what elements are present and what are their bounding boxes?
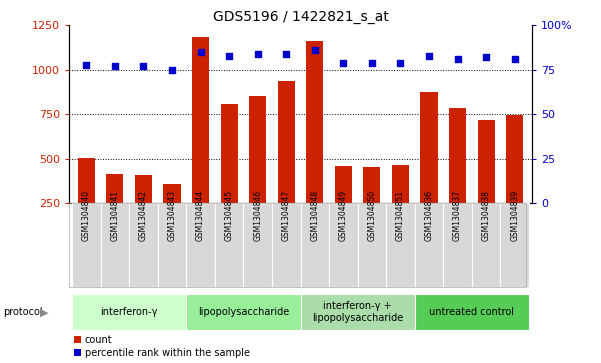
- Point: [167, 67, 177, 73]
- Text: GSM1304844: GSM1304844: [196, 190, 205, 241]
- Bar: [415, 203, 444, 287]
- Bar: [329, 203, 358, 287]
- Bar: [392, 165, 409, 248]
- Text: GSM1304838: GSM1304838: [481, 190, 490, 241]
- Bar: [106, 174, 123, 248]
- Text: untreated control: untreated control: [429, 307, 514, 317]
- Point: [424, 53, 434, 58]
- Text: GSM1304841: GSM1304841: [111, 190, 120, 241]
- Bar: [249, 96, 266, 248]
- Bar: [100, 203, 129, 287]
- Bar: [135, 175, 152, 248]
- Text: GSM1304843: GSM1304843: [168, 190, 177, 241]
- Text: protocol: protocol: [3, 307, 43, 317]
- Text: GSM1304837: GSM1304837: [453, 190, 462, 241]
- Point: [281, 51, 291, 57]
- Point: [224, 53, 234, 58]
- Point: [310, 48, 320, 53]
- Bar: [421, 92, 438, 248]
- Bar: [129, 203, 157, 287]
- Text: ▶: ▶: [40, 307, 49, 317]
- Text: GSM1304845: GSM1304845: [225, 190, 234, 241]
- Text: interferon-γ +
lipopolysaccharide: interferon-γ + lipopolysaccharide: [312, 301, 403, 323]
- Bar: [272, 203, 300, 287]
- Bar: [300, 294, 415, 330]
- Title: GDS5196 / 1422821_s_at: GDS5196 / 1422821_s_at: [213, 11, 388, 24]
- Point: [82, 62, 91, 68]
- Bar: [415, 294, 529, 330]
- Bar: [506, 115, 523, 248]
- Bar: [78, 158, 95, 248]
- Bar: [72, 203, 100, 287]
- Bar: [192, 37, 209, 248]
- Bar: [300, 203, 329, 287]
- Bar: [157, 203, 186, 287]
- Point: [139, 64, 148, 69]
- Bar: [163, 184, 180, 248]
- Point: [196, 49, 206, 55]
- Text: GSM1304839: GSM1304839: [510, 190, 519, 241]
- Text: GSM1304847: GSM1304847: [282, 190, 291, 241]
- Bar: [335, 166, 352, 248]
- Bar: [186, 203, 215, 287]
- Bar: [358, 203, 386, 287]
- Text: GSM1304848: GSM1304848: [310, 190, 319, 241]
- Point: [395, 60, 405, 66]
- Bar: [243, 203, 272, 287]
- Text: GSM1304851: GSM1304851: [396, 190, 405, 241]
- Text: GSM1304842: GSM1304842: [139, 190, 148, 241]
- Bar: [221, 104, 237, 248]
- Point: [110, 64, 120, 69]
- Text: GSM1304850: GSM1304850: [367, 190, 376, 241]
- Bar: [478, 120, 495, 248]
- Bar: [444, 203, 472, 287]
- Text: interferon-γ: interferon-γ: [100, 307, 158, 317]
- Point: [453, 56, 462, 62]
- Text: GSM1304846: GSM1304846: [253, 190, 262, 241]
- Bar: [215, 203, 243, 287]
- Point: [367, 60, 377, 66]
- Bar: [186, 294, 300, 330]
- Bar: [72, 294, 186, 330]
- Point: [338, 60, 348, 66]
- Text: GSM1304840: GSM1304840: [82, 190, 91, 241]
- Point: [481, 54, 491, 60]
- Bar: [386, 203, 415, 287]
- Bar: [278, 81, 294, 248]
- Bar: [307, 41, 323, 248]
- Bar: [501, 203, 529, 287]
- Text: GSM1304849: GSM1304849: [339, 190, 348, 241]
- Text: lipopolysaccharide: lipopolysaccharide: [198, 307, 289, 317]
- Bar: [364, 167, 380, 248]
- Bar: [449, 108, 466, 248]
- Point: [253, 51, 263, 57]
- Point: [510, 56, 519, 62]
- Legend: count, percentile rank within the sample: count, percentile rank within the sample: [74, 335, 249, 358]
- Bar: [472, 203, 501, 287]
- Text: GSM1304836: GSM1304836: [424, 190, 433, 241]
